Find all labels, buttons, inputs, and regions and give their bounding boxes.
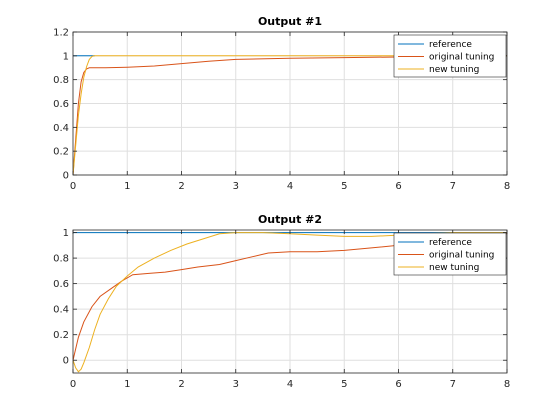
legend-label: original tuning [429,251,494,261]
y-tick-label: 0.2 [53,330,69,341]
series-line-new-tuning [73,55,507,175]
x-tick-label: 0 [70,379,76,390]
x-tick-label: 3 [233,181,239,192]
x-tick-label: 8 [504,379,510,390]
legend-label: reference [429,40,472,50]
y-tick-label: 0.4 [53,305,69,316]
series-line-original-tuning [73,55,507,175]
x-tick-label: 2 [178,379,184,390]
y-tick-label: 1.2 [53,28,69,39]
x-tick-label: 6 [395,181,401,192]
x-tick-label: 3 [233,379,239,390]
x-tick-label: 5 [341,181,347,192]
chart-2: 0 1 2 3 4 5 6 7 8 0 0.2 0.4 0.6 0.8 1 Output #2 referenc… [53,213,510,390]
legend-label: new tuning [429,263,479,273]
legend: reference original tuning new tuning [393,232,507,276]
legend: reference original tuning new tuning [393,34,507,78]
x-tick-label: 8 [504,181,510,192]
x-tick-label: 1 [124,379,130,390]
y-tick-label: 0.8 [53,75,69,86]
y-tick-label: 0 [63,171,69,182]
y-tick-label: 0.4 [53,123,69,134]
x-tick-label: 1 [124,181,130,192]
chart-1: 0 1 2 3 4 5 6 7 8 0 0.2 0.4 0.6 0.8 1 1.2 Output #1 refer… [53,15,510,192]
chart-title: Output #1 [258,15,322,28]
series-line-new-tuning [73,232,507,373]
y-tick-label: 0.2 [53,147,69,158]
y-tick-label: 1 [63,51,69,62]
legend-label: original tuning [429,53,494,63]
x-tick-label: 6 [395,379,401,390]
x-tick-label: 7 [450,181,456,192]
x-tick-label: 0 [70,181,76,192]
x-tick-label: 5 [341,379,347,390]
y-tick-label: 0.6 [53,279,69,290]
y-tick-label: 0.6 [53,99,69,110]
legend-label: reference [429,238,472,248]
x-tick-label: 2 [178,181,184,192]
y-tick-label: 0.8 [53,254,69,265]
x-tick-label: 7 [450,379,456,390]
x-tick-label: 4 [287,181,293,192]
legend-label: new tuning [429,65,479,75]
y-tick-label: 1 [63,228,69,239]
y-tick-label: 0 [63,356,69,367]
x-tick-label: 4 [287,379,293,390]
chart-title: Output #2 [258,213,322,226]
